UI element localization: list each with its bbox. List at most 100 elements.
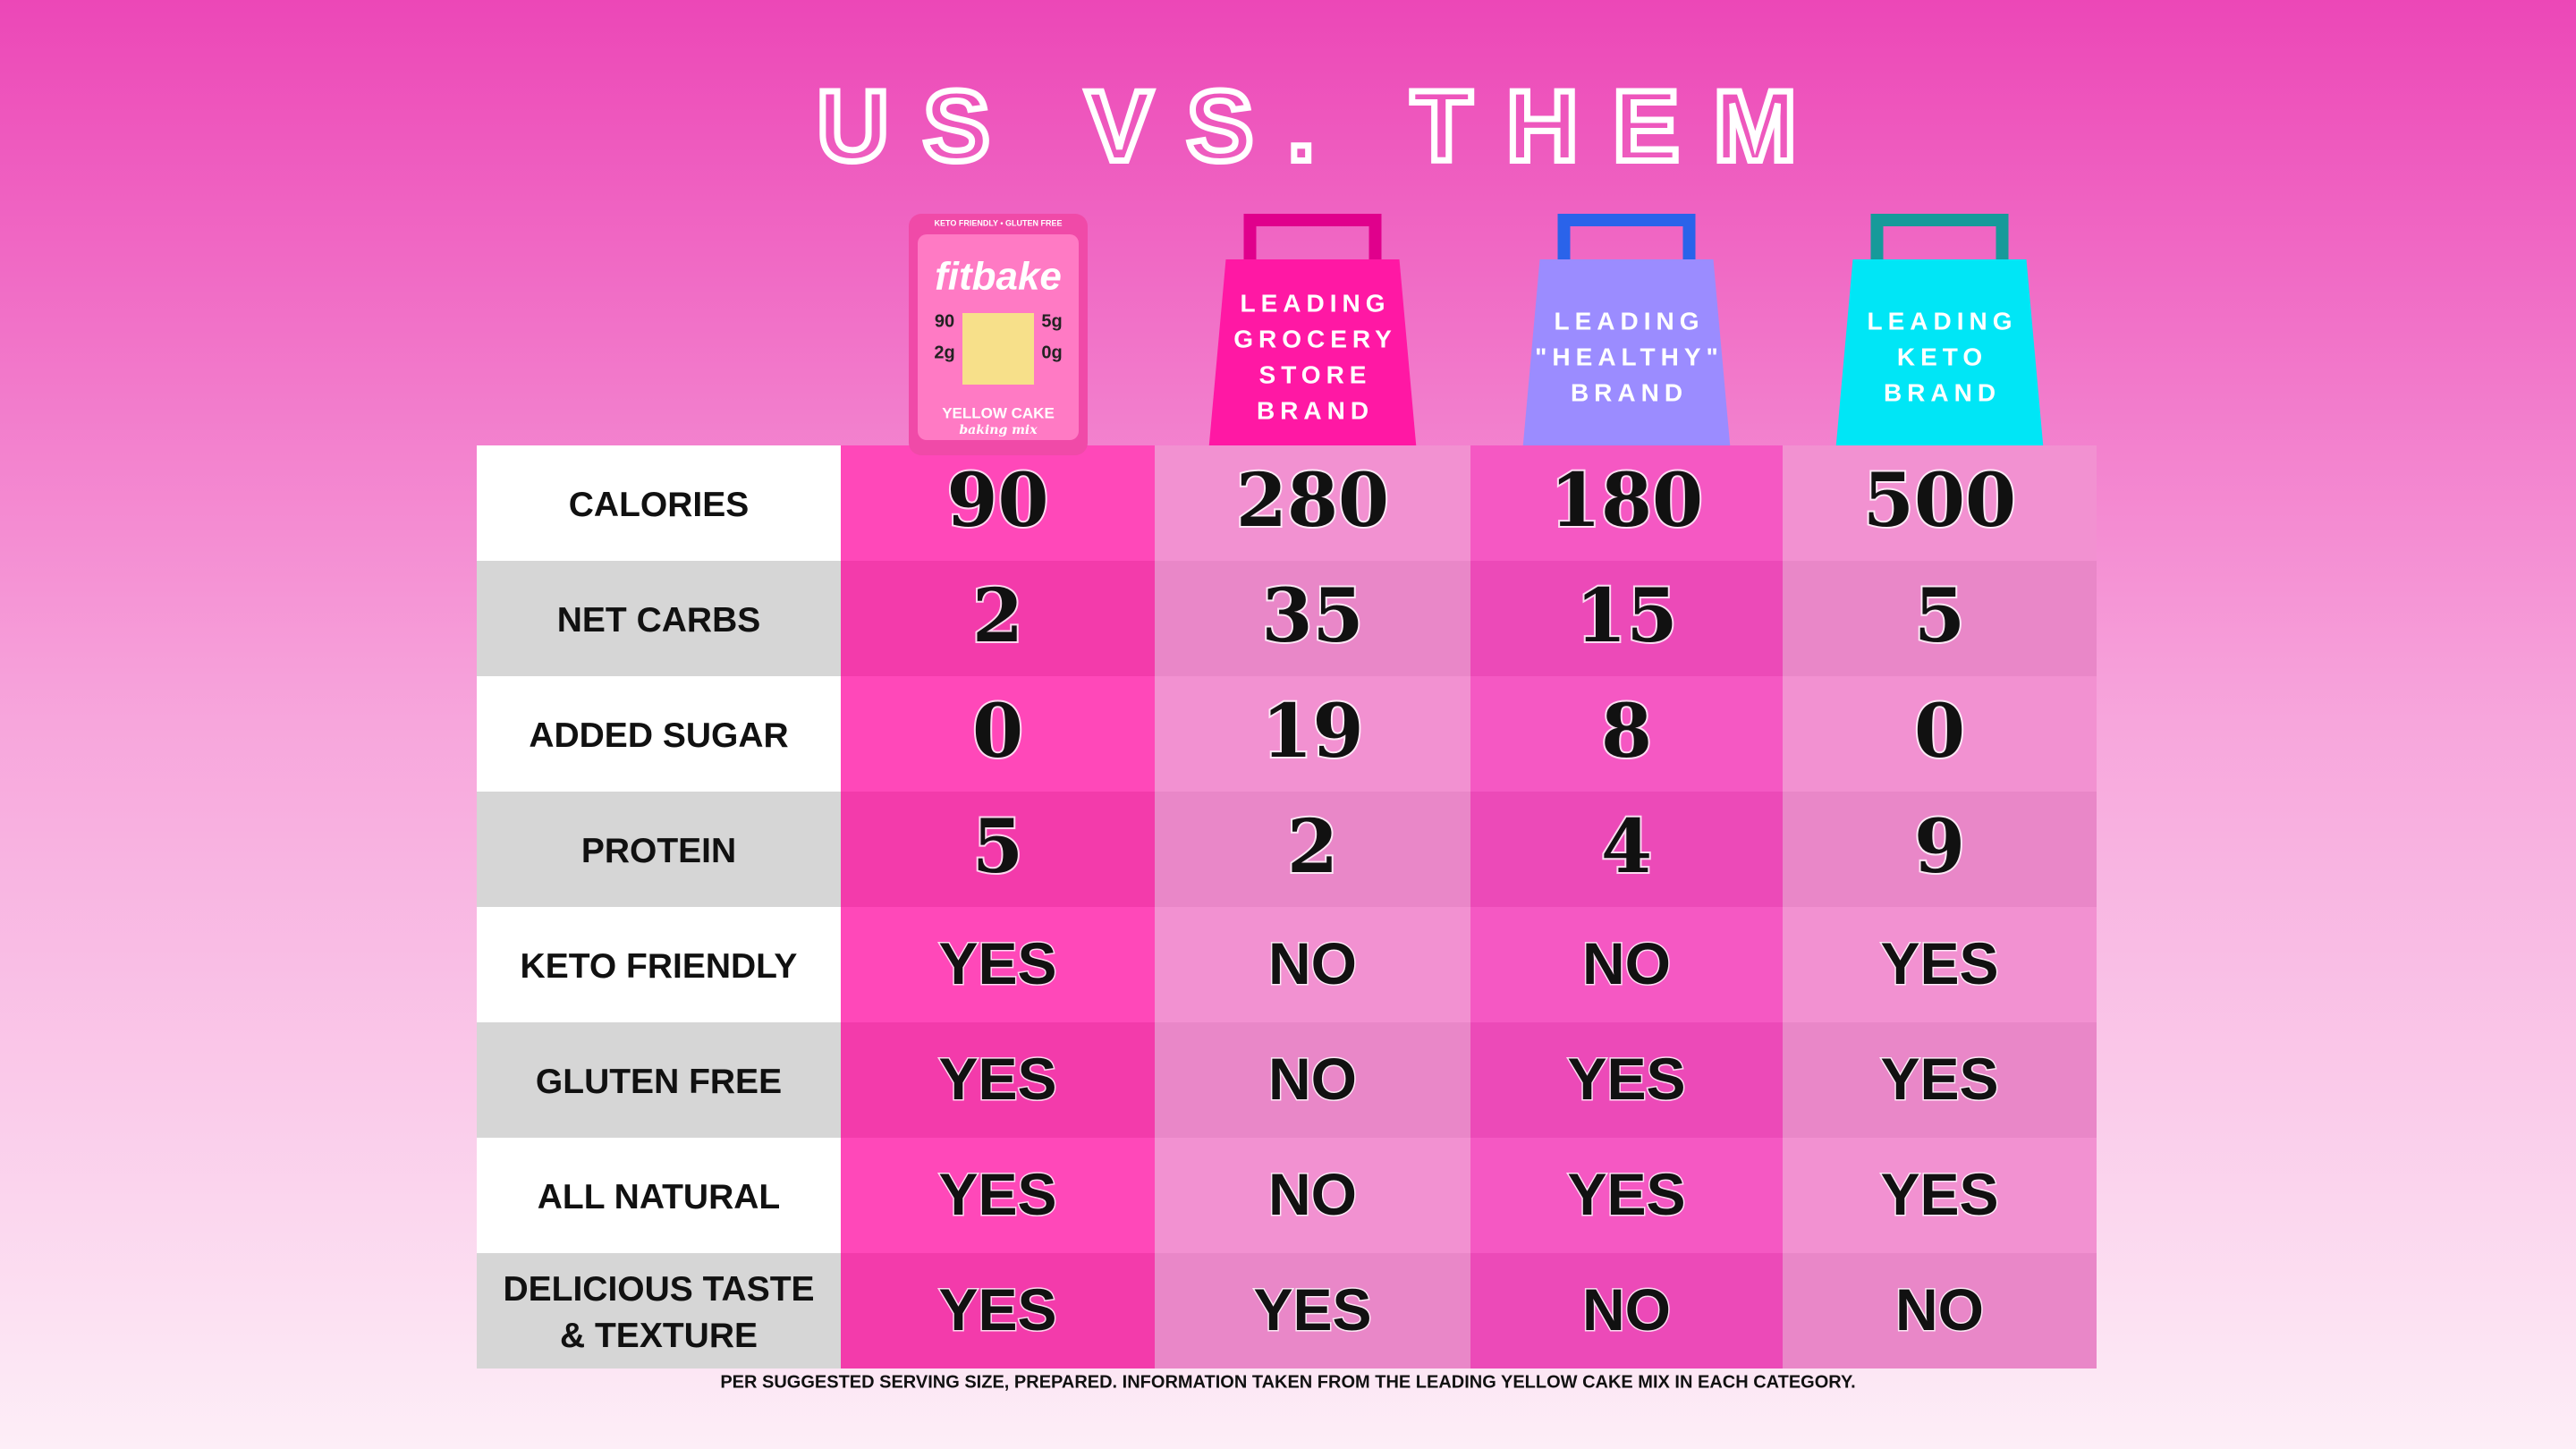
table-cell — [1155, 676, 1470, 792]
row-label: NET CARBS — [557, 601, 761, 640]
row-label: KETO FRIENDLY — [521, 947, 798, 986]
footnote: PER SUGGESTED SERVING SIZE, PREPARED. IN… — [720, 1372, 1855, 1392]
bag-label: KETO — [1897, 343, 1987, 370]
yes-no: NO — [1268, 1046, 1357, 1112]
bag-handle — [1557, 214, 1696, 261]
table-cell — [1470, 907, 1783, 1022]
yes-no: YES — [938, 1161, 1056, 1227]
bag-handle — [1870, 214, 2009, 261]
value: 2 — [1287, 804, 1338, 890]
cake-image — [962, 313, 1034, 385]
table-cell — [1470, 561, 1783, 676]
table-cell — [1783, 1138, 2097, 1253]
brand-bag: LEADING KETO BRAND — [1835, 214, 2045, 458]
product-brand: fitbake — [935, 255, 1062, 299]
yes-no: YES — [1567, 1161, 1685, 1227]
table-cell — [1783, 1253, 2097, 1368]
row-label: DELICIOUS TASTE — [503, 1270, 814, 1309]
table-cell — [841, 1138, 1155, 1253]
brand-bag: LEADING GROCERY STORE BRAND — [1208, 214, 1418, 458]
table-cell — [1155, 1253, 1470, 1368]
yes-no: YES — [938, 1276, 1056, 1343]
yes-no: NO — [1895, 1276, 1984, 1343]
table-cell — [841, 676, 1155, 792]
table-cell — [1155, 1022, 1470, 1138]
table-cell — [1783, 792, 2097, 907]
bag-label: BRAND — [1571, 378, 1688, 406]
table-cell — [477, 445, 841, 561]
table-cell — [1470, 445, 1783, 561]
yes-no: NO — [1268, 930, 1357, 996]
table-cell — [1783, 561, 2097, 676]
value: 2 — [972, 573, 1023, 659]
yes-no: NO — [1582, 1276, 1671, 1343]
yes-no: NO — [1268, 1161, 1357, 1227]
value: 0 — [972, 689, 1023, 775]
brand-bag: LEADING "HEALTHY" BRAND — [1521, 214, 1732, 458]
value: 19 — [1261, 689, 1363, 775]
value: 4 — [1601, 804, 1652, 890]
table-cell — [1783, 907, 2097, 1022]
table-cell — [841, 1022, 1155, 1138]
table-cell — [1470, 676, 1783, 792]
bag-handle — [1243, 214, 1382, 261]
bag-label: GROCERY — [1233, 325, 1397, 352]
table-cell — [1155, 1138, 1470, 1253]
bag-label: LEADING — [1241, 289, 1391, 317]
yes-no: YES — [1253, 1276, 1371, 1343]
row-label: CALORIES — [569, 486, 750, 524]
product-stat: 90 — [935, 311, 954, 331]
value: 0 — [1914, 689, 1965, 775]
title: US VS. THEM — [817, 71, 1831, 182]
value: 500 — [1863, 458, 2016, 544]
table-cell — [1783, 676, 2097, 792]
value: 8 — [1601, 689, 1652, 775]
bag-label: BRAND — [1884, 378, 2001, 406]
product-stat: 0g — [1041, 343, 1062, 362]
table-cell — [841, 1253, 1155, 1368]
table-cell — [841, 907, 1155, 1022]
value: 5 — [1914, 573, 1965, 659]
table-cell — [1155, 561, 1470, 676]
table-cell — [1470, 1253, 1783, 1368]
table-cell — [477, 1253, 841, 1368]
yes-no: YES — [1880, 1161, 1998, 1227]
table-cell — [1155, 792, 1470, 907]
yes-no: YES — [1880, 1046, 1998, 1112]
bag-label: STORE — [1259, 360, 1372, 388]
product-bag: KETO FRIENDLY • GLUTEN FREE fitbake 90 5g 2g… — [909, 214, 1088, 455]
table-cell — [477, 676, 841, 792]
table-cell — [1155, 445, 1470, 561]
bag-body — [1835, 259, 2045, 458]
bag-label: LEADING — [1868, 307, 2018, 335]
table-cell — [1470, 1138, 1783, 1253]
row-label: GLUTEN FREE — [536, 1063, 782, 1101]
value: 180 — [1550, 458, 1703, 544]
product-stat: 2g — [934, 343, 954, 362]
product-tagline: KETO FRIENDLY • GLUTEN FREE — [934, 218, 1062, 227]
table-cell — [477, 561, 841, 676]
yes-no: YES — [1880, 930, 1998, 996]
value: 90 — [946, 458, 1048, 544]
row-label: ADDED SUGAR — [529, 716, 788, 755]
table-cell — [841, 561, 1155, 676]
yes-no: NO — [1582, 930, 1671, 996]
bag-label: "HEALTHY" — [1535, 343, 1724, 370]
bag-label: LEADING — [1555, 307, 1705, 335]
table-cell — [477, 1022, 841, 1138]
yes-no: YES — [938, 930, 1056, 996]
bag-label: BRAND — [1257, 396, 1374, 424]
table-cell — [1470, 792, 1783, 907]
value: 15 — [1575, 573, 1677, 659]
table-cell — [477, 1138, 841, 1253]
yes-no: YES — [938, 1046, 1056, 1112]
table-cell — [841, 792, 1155, 907]
table-cell — [1783, 445, 2097, 561]
bag-body — [1521, 259, 1732, 458]
row-label: ALL NATURAL — [538, 1178, 781, 1216]
value: 35 — [1261, 573, 1363, 659]
table-cell — [1155, 907, 1470, 1022]
product-stat: 5g — [1041, 311, 1062, 331]
